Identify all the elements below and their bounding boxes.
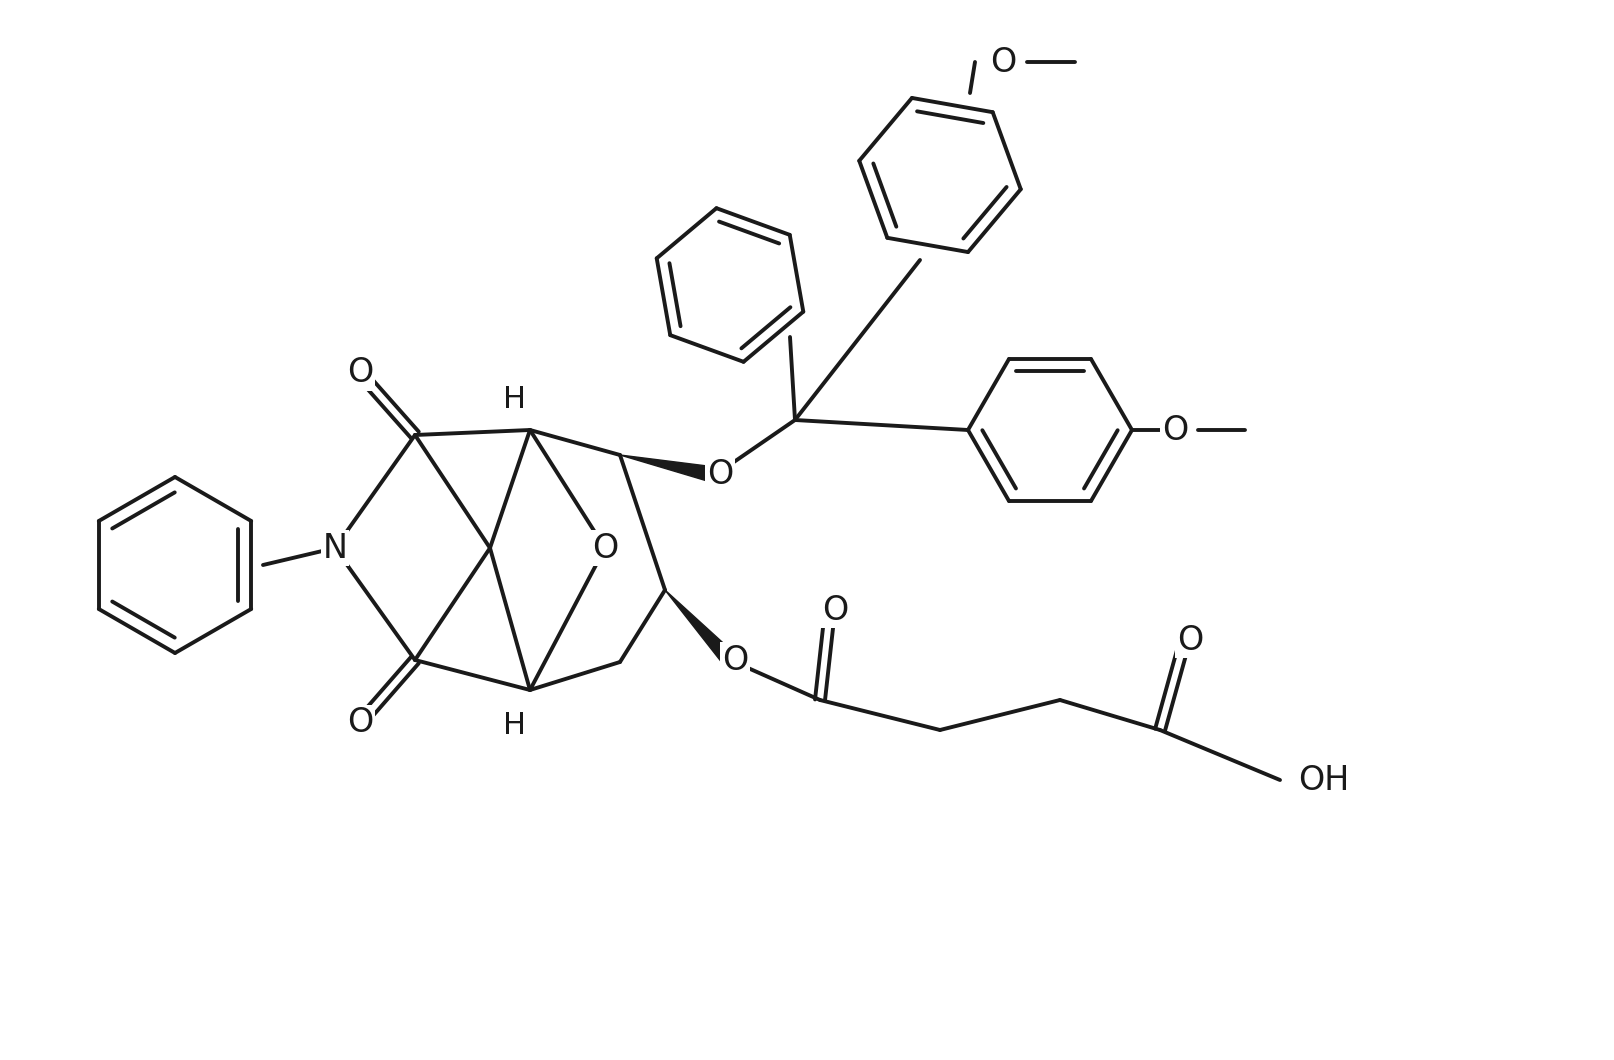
Text: O: O xyxy=(1162,413,1188,446)
Polygon shape xyxy=(665,590,736,666)
Polygon shape xyxy=(620,455,717,482)
Text: N: N xyxy=(323,531,347,565)
Text: OH: OH xyxy=(1298,763,1349,796)
Text: O: O xyxy=(721,643,749,676)
Text: H: H xyxy=(504,386,526,414)
Text: O: O xyxy=(822,594,847,626)
Text: H: H xyxy=(504,710,526,740)
Text: O: O xyxy=(707,459,733,492)
Text: O: O xyxy=(347,356,373,389)
Text: O: O xyxy=(347,707,373,740)
Text: O: O xyxy=(592,531,618,565)
Text: O: O xyxy=(1177,623,1202,656)
Text: O: O xyxy=(989,46,1017,78)
